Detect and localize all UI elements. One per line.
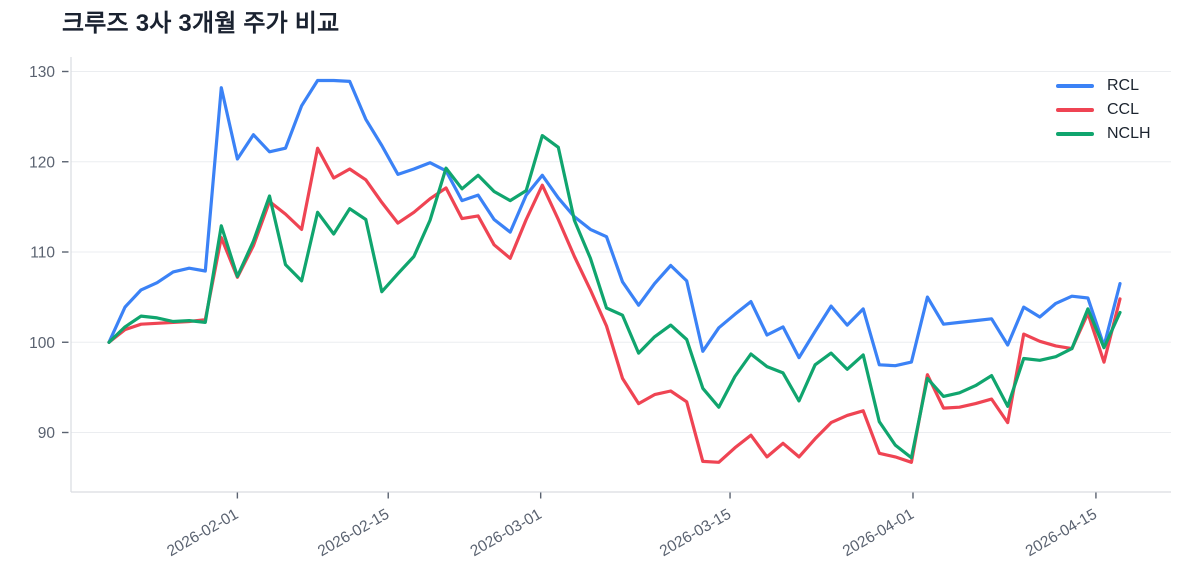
x-tick-label-2026-04-15: 2026-04-15 xyxy=(1023,506,1100,560)
legend-line-swatch-nclh xyxy=(1056,132,1094,136)
y-tick-label-120: 120 xyxy=(29,154,55,171)
legend-label-rcl: RCL xyxy=(1107,77,1140,94)
series-line-CCL xyxy=(107,146,1122,464)
y-tick-label-100: 100 xyxy=(29,335,55,352)
chart-legend: RCL CCL NCLH xyxy=(1056,74,1151,146)
chart-title: 크루즈 3사 3개월 주가 비교 xyxy=(62,10,340,37)
x-tick-label-2026-03-15: 2026-03-15 xyxy=(657,506,734,560)
x-tick-label-2026-03-01: 2026-03-01 xyxy=(468,506,545,560)
legend-line-swatch-ccl xyxy=(1056,108,1094,112)
series-line-RCL xyxy=(107,78,1122,368)
x-tick-label-2026-04-01: 2026-04-01 xyxy=(840,506,917,560)
legend-item-ccl: CCL xyxy=(1056,98,1151,122)
legend-label-ccl: CCL xyxy=(1107,101,1140,118)
legend-label-nclh: NCLH xyxy=(1107,125,1151,142)
y-tick-label-110: 110 xyxy=(30,245,55,262)
y-tick-label-130: 130 xyxy=(29,64,55,81)
series-line-NCLH xyxy=(107,134,1122,460)
x-tick-label-2026-02-15: 2026-02-15 xyxy=(315,506,392,560)
x-tick-label-2026-02-01: 2026-02-01 xyxy=(164,506,241,560)
y-tick-label-90: 90 xyxy=(38,425,56,442)
legend-line-swatch-rcl xyxy=(1056,84,1094,88)
legend-item-nclh: NCLH xyxy=(1056,122,1151,146)
legend-item-rcl: RCL xyxy=(1056,74,1151,98)
